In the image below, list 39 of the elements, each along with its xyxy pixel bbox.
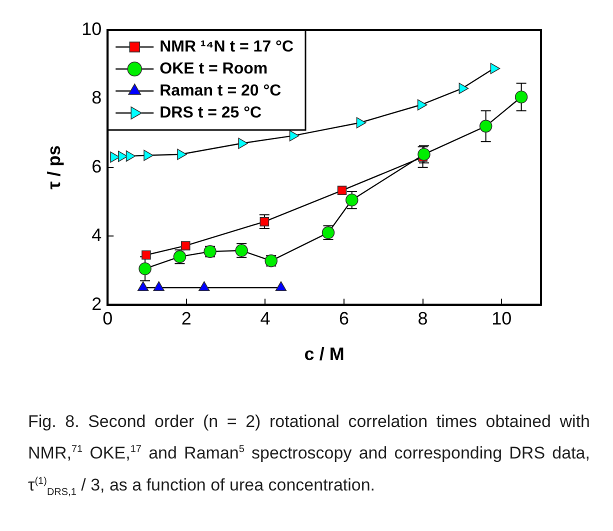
point [337,186,347,196]
x-tick-label: 10 [492,308,512,329]
x-axis-title: c / M [304,344,344,364]
point [458,82,469,94]
legend-label: Raman t = 20 °C [160,82,282,100]
text: Fig. 8. Second order (n = 2) rotational correlation times obtained with NMR,$^{71}$ OKE,$^{17}$ and Raman$^{5}$ spectroscopy and corresponding DRS data, τ$^{(1)}$$_{DRS,1}$ / 3, as a function of urea concentration. [28,412,590,498]
point [142,250,151,260]
y-tick-label: 4 [92,225,102,246]
point [356,117,366,128]
legend-label: DRS t = 25 °C [160,104,262,122]
x-tick-label: 4 [260,308,270,329]
point [417,99,428,110]
x-tick-label: 6 [339,308,350,329]
point [153,281,164,292]
legend-label: OKE t = Room [160,60,268,78]
point [180,241,190,250]
point [490,62,500,74]
point [137,281,149,292]
point [345,194,358,206]
y-axis-title: τ / ps [44,145,64,190]
point [126,150,136,162]
x-tick-label: 0 [102,308,113,329]
point [479,120,492,133]
point [138,262,152,276]
point [275,281,287,292]
legend-label: NMR ¹⁴N t = 17 °C [160,38,294,56]
y-tick-label: 2 [92,294,102,314]
point [514,90,528,104]
point [144,150,154,161]
y-tick-label: 10 [82,18,102,39]
point [418,148,430,161]
x-tick-label: 8 [418,308,428,329]
point [238,138,248,149]
point [177,148,187,160]
point [198,281,210,292]
point [289,130,300,142]
y-tick-label: 8 [92,88,102,108]
x-tick-label: 2 [181,308,192,329]
y-tick-label: 6 [92,156,102,176]
